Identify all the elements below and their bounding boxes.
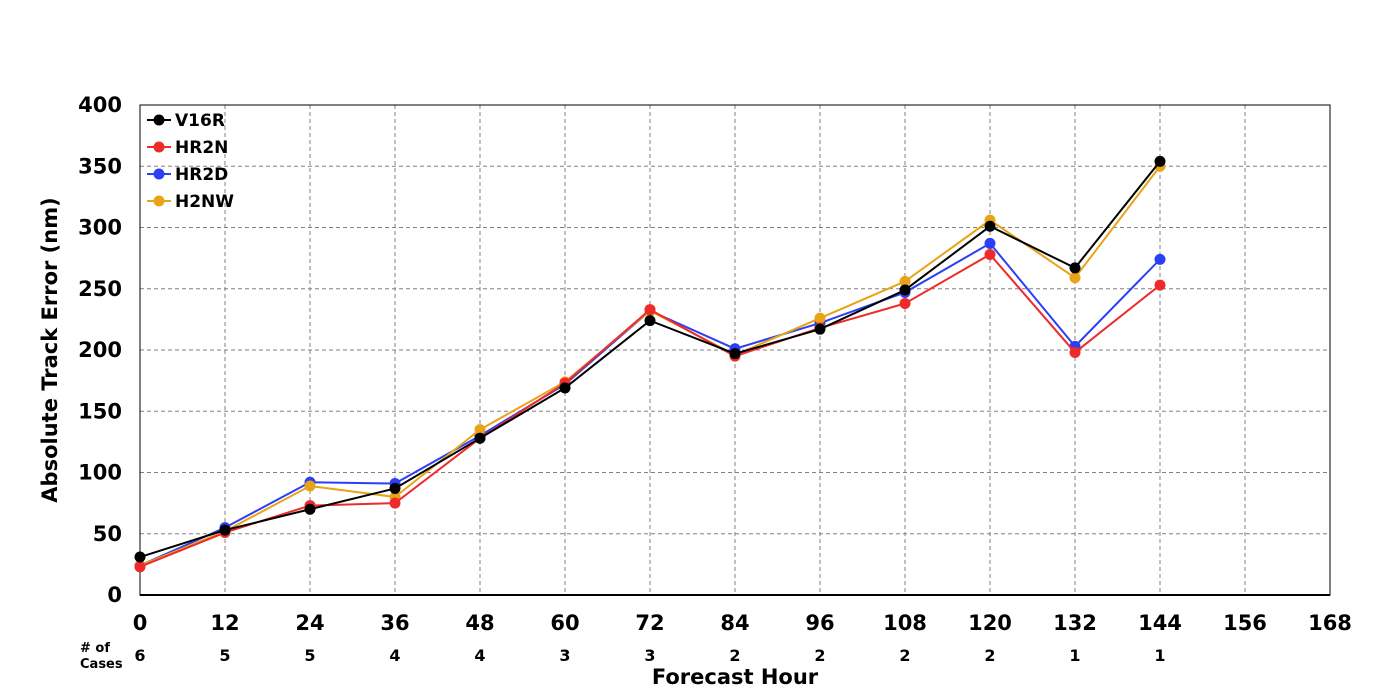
x-tick-label: 72 [635,611,664,635]
y-tick-label: 150 [78,399,122,423]
case-count: 6 [134,646,145,665]
case-count: 5 [304,646,315,665]
data-point [389,497,401,509]
data-point [1069,262,1081,274]
data-point [984,248,996,260]
y-tick-label: 250 [78,277,122,301]
data-point [644,304,656,316]
x-tick-label: 168 [1308,611,1352,635]
cases-label-line2: Cases [80,657,123,672]
data-point [644,315,656,327]
data-point [899,297,911,309]
x-tick-label: 156 [1223,611,1267,635]
legend-swatch-marker [153,168,165,180]
data-point [134,561,146,573]
y-tick-label: 300 [78,216,122,240]
legend-swatch-marker [153,195,165,207]
y-tick-labels: 0 50 100 150 200 250 300 350 400 [78,93,122,607]
data-point [134,551,146,563]
legend-item-h2nw: H2NW [147,192,234,212]
legend: V16R HR2N HR2D H2NW [147,111,234,212]
legend-label: H2NW [175,192,234,212]
series-v16r [134,155,1166,563]
x-tick-label: 24 [295,611,324,635]
data-point [474,424,486,436]
data-point [1154,253,1166,265]
x-tick-label: 48 [465,611,494,635]
y-tick-label: 50 [93,522,122,546]
case-count: 2 [899,646,910,665]
data-point [474,432,486,444]
x-axis-title: Forecast Hour [652,665,819,689]
x-tick-label: 36 [380,611,409,635]
y-tick-label: 0 [107,583,122,607]
series-line [139,242,1161,567]
y-tick-label: 350 [78,154,122,178]
data-point [899,284,911,296]
legend-label: HR2D [175,165,228,185]
data-point [219,524,231,536]
case-count: 3 [644,646,655,665]
x-tick-labels: 0 12 24 36 48 60 72 84 96 108 120 132 144 156 168 [133,611,1352,635]
case-count: 1 [1154,646,1165,665]
data-point [814,323,826,335]
x-tick-label: 84 [720,611,749,635]
legend-label: HR2N [175,138,228,158]
case-count: 3 [559,646,570,665]
cases-label-line1: # of [80,641,110,656]
case-count: 5 [219,646,230,665]
legend-label: V16R [175,111,225,131]
data-point [814,312,826,324]
data-point [1069,272,1081,284]
case-count: 2 [729,646,740,665]
data-point [984,220,996,232]
series [134,155,1166,573]
data-point [899,275,911,287]
legend-swatch-marker [153,141,165,153]
legend-item-v16r: V16R [147,111,225,131]
legend-item-hr2n: HR2N [147,138,228,158]
data-point [984,237,996,249]
x-tick-label: 0 [133,611,148,635]
data-point [304,480,316,492]
x-tick-label: 132 [1053,611,1097,635]
x-tick-label: 12 [210,611,239,635]
x-tick-label: 60 [550,611,579,635]
case-count: 4 [474,646,485,665]
data-point [1154,279,1166,291]
legend-swatch-marker [153,114,165,126]
data-point [304,503,316,515]
case-count: 1 [1069,646,1080,665]
y-tick-label: 200 [78,338,122,362]
data-point [1069,346,1081,358]
x-tick-label: 120 [968,611,1012,635]
data-point [729,348,741,360]
case-count: 2 [984,646,995,665]
case-count: 4 [389,646,400,665]
x-tick-label: 144 [1138,611,1182,635]
legend-item-hr2d: HR2D [147,165,228,185]
data-point [389,482,401,494]
y-tick-label: 100 [78,461,122,485]
x-tick-label: 108 [883,611,927,635]
case-count: 2 [814,646,825,665]
y-tick-label: 400 [78,93,122,117]
data-point [559,382,571,394]
x-tick-label: 96 [805,611,834,635]
y-axis-title: Absolute Track Error (nm) [38,197,62,502]
cases-row: # of Cases 6 5 5 4 4 3 3 2 2 2 2 1 1 [80,641,1166,672]
data-point [1154,155,1166,167]
